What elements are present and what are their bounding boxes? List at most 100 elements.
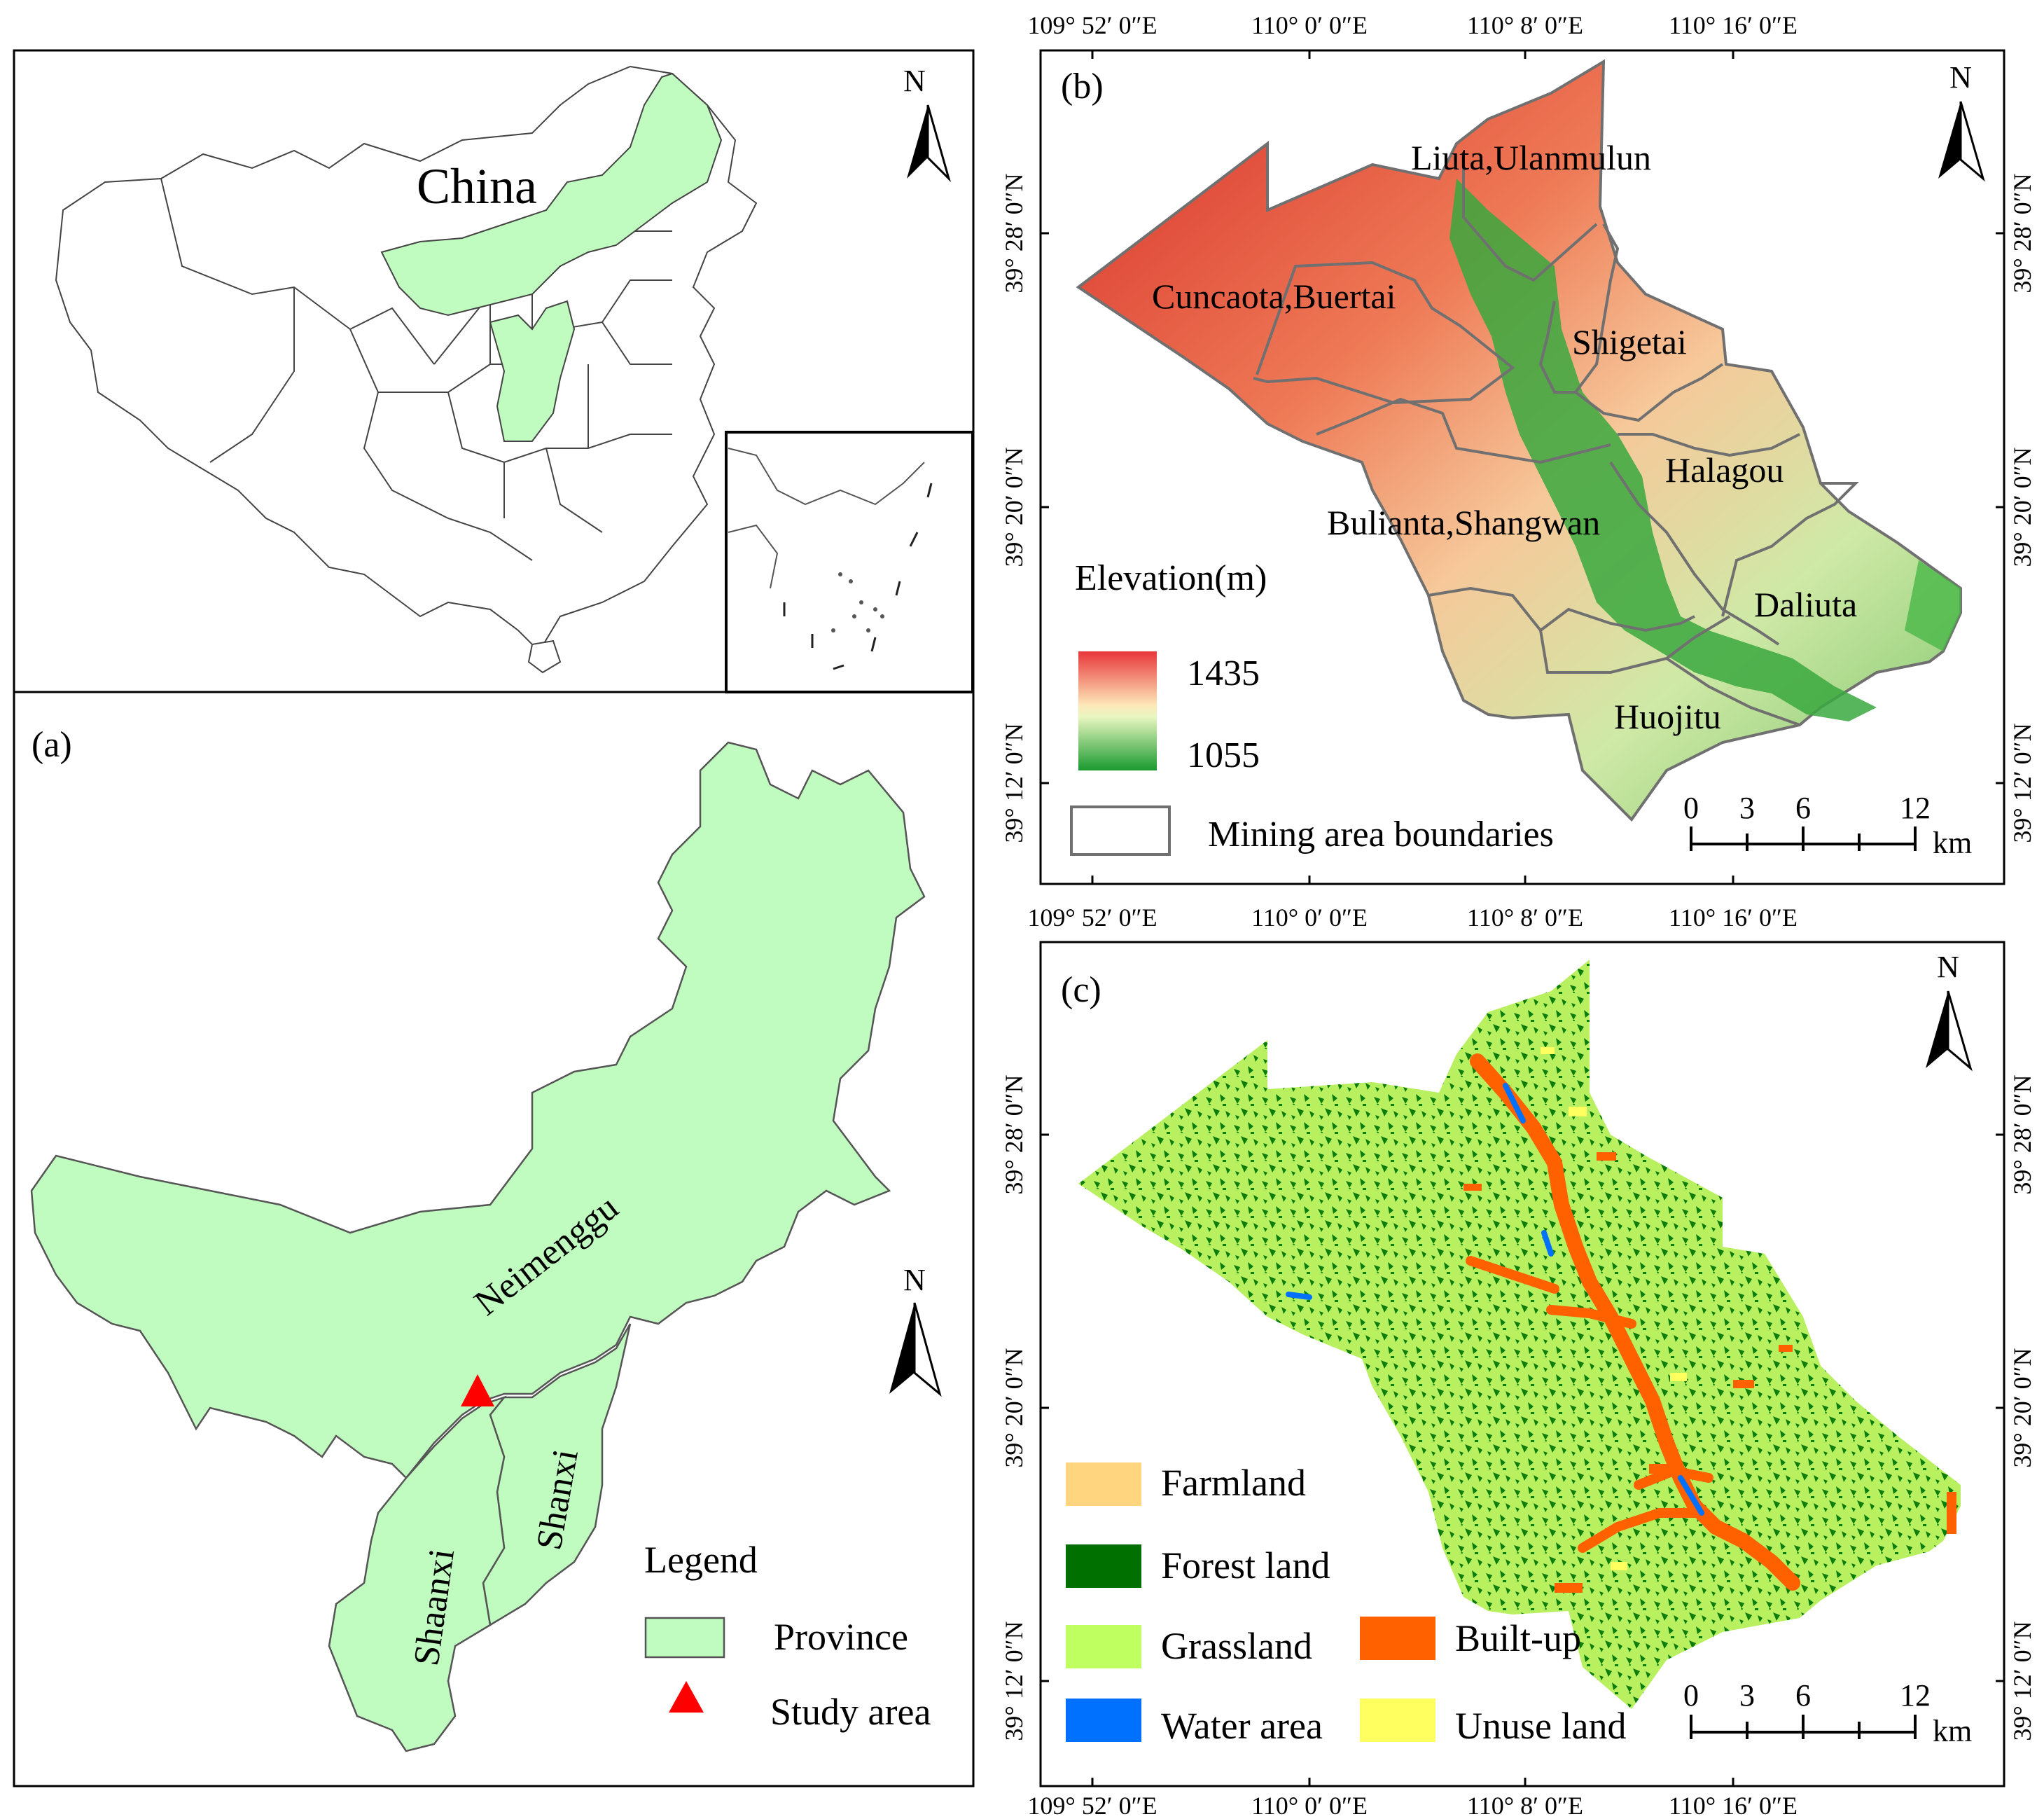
b-top-lon-1: 110° 0′ 0″E (1251, 11, 1368, 39)
lulc-unuse-patches (1541, 1047, 1687, 1570)
neimenggu-province (30, 741, 926, 1479)
panel-a-frame (13, 49, 975, 1787)
svg-text:N: N (903, 1263, 926, 1297)
b-left-lat-1: 39° 20′ 0″N (1000, 447, 1028, 567)
svg-text:3: 3 (1739, 1678, 1755, 1713)
north-arrow-c: N (1926, 950, 1973, 1072)
svg-text:km: km (1933, 826, 1972, 860)
b-top-lon-2: 110° 8′ 0″E (1467, 11, 1583, 39)
c-bottom-lon-2: 110° 8′ 0″E (1467, 1792, 1583, 1819)
province-map (30, 741, 926, 1752)
legend-province-swatch (644, 1617, 725, 1659)
c-bottom-lon-3: 110° 16′ 0″E (1669, 1792, 1798, 1819)
b-right-lat-0: 39° 28′ 0″N (2008, 173, 2036, 293)
legend-unuse-label: Unuse land (1455, 1705, 1626, 1747)
panel-a-label: (a) (32, 725, 72, 765)
b-left-lat-0: 39° 28′ 0″N (1000, 173, 1028, 293)
b-bottom-lon-2: 110° 8′ 0″E (1467, 904, 1583, 932)
lulc-water-channel (1286, 1083, 1704, 1516)
panel-b: 109° 52′ 0″E 110° 0′ 0″E 110° 8′ 0″E 110… (1000, 11, 2036, 932)
dem-study-area (1076, 59, 1962, 822)
panel-a: China N (a) Neimenggu Shanxi Shaanxi N L… (13, 49, 975, 1787)
panel-b-label: (b) (1061, 67, 1104, 106)
dem-boundaries (1253, 161, 1859, 726)
legend-unuse-swatch (1360, 1699, 1435, 1742)
b-scale-bar: 0 3 6 12 km (1683, 791, 1972, 860)
lulc-built-up-patches (1464, 1152, 1956, 1593)
legend-study-area-label: Study area (770, 1691, 931, 1733)
svg-text:N: N (903, 64, 926, 98)
legend-water-swatch (1066, 1699, 1141, 1742)
legend-a-title: Legend (644, 1539, 758, 1581)
legend-grassland-label: Grassland (1161, 1625, 1312, 1667)
c-left-lat-2: 39° 12′ 0″N (1000, 1621, 1028, 1741)
b-right-lat-1: 39° 20′ 0″N (2008, 447, 2036, 567)
study-area-marker (461, 1374, 494, 1406)
b-elevation-max: 1435 (1187, 653, 1260, 693)
c-bottom-lon-1: 110° 0′ 0″E (1251, 1792, 1368, 1819)
b-label-bulianta: Bulianta,Shangwan (1327, 503, 1600, 542)
north-arrow-b: N (1938, 60, 1985, 182)
svg-text:12: 12 (1900, 1678, 1931, 1713)
svg-text:N: N (1949, 60, 1972, 95)
svg-text:N: N (1937, 950, 1959, 984)
svg-text:0: 0 (1683, 791, 1699, 825)
c-scale-bar: 0 3 6 12 km (1683, 1678, 1972, 1748)
svg-text:6: 6 (1795, 1678, 1811, 1713)
b-label-daliuta: Daliuta (1754, 585, 1857, 624)
b-top-lon-3: 110° 16′ 0″E (1669, 11, 1798, 39)
b-label-halagou: Halagou (1665, 450, 1784, 490)
svg-text:12: 12 (1900, 791, 1931, 825)
b-label-cuncaota: Cuncaota,Buertai (1152, 277, 1396, 316)
dem-river-valley (1449, 179, 1877, 721)
legend-forest-label: Forest land (1161, 1544, 1330, 1586)
b-label-huojitu: Huojitu (1614, 697, 1721, 736)
b-label-liuta: Liuta,Ulanmulun (1411, 138, 1651, 177)
china-title: China (417, 158, 537, 214)
b-elevation-title: Elevation(m) (1075, 558, 1267, 598)
south-china-sea-inset (725, 431, 974, 693)
legend-builtup-label: Built-up (1455, 1617, 1581, 1659)
c-bottom-lon-0: 109° 52′ 0″E (1027, 1792, 1157, 1819)
lulc-study-area (1078, 960, 1961, 1709)
b-elevation-ramp (1078, 651, 1157, 770)
legend-builtup-swatch (1360, 1617, 1435, 1660)
hainan-island (527, 639, 562, 674)
legend-water-label: Water area (1161, 1705, 1323, 1747)
b-bottom-lon-1: 110° 0′ 0″E (1251, 904, 1368, 932)
c-right-lat-0: 39° 28′ 0″N (2008, 1074, 2036, 1194)
legend-forest-swatch (1066, 1544, 1141, 1588)
north-arrow-a-lower: N (889, 1263, 942, 1397)
panel-c-label: (c) (1061, 970, 1101, 1010)
legend-a: Legend Province Study area (644, 1539, 931, 1733)
svg-text:3: 3 (1739, 791, 1755, 825)
b-bottom-lon-0: 109° 52′ 0″E (1027, 904, 1157, 932)
c-right-lat-2: 39° 12′ 0″N (2008, 1621, 2036, 1741)
legend-province-label: Province (774, 1616, 908, 1658)
svg-text:6: 6 (1795, 791, 1811, 825)
panel-c: 39° 28′ 0″N 39° 20′ 0″N 39° 12′ 0″N 39° … (1000, 941, 2036, 1819)
legend-study-area-swatch (669, 1681, 704, 1713)
b-right-lat-2: 39° 12′ 0″N (2008, 723, 2036, 843)
b-top-lon-0: 109° 52′ 0″E (1027, 11, 1157, 39)
legend-farmland-label: Farmland (1161, 1462, 1306, 1504)
b-left-lat-2: 39° 12′ 0″N (1000, 723, 1028, 843)
svg-text:km: km (1933, 1714, 1972, 1748)
b-boundary-swatch (1070, 805, 1171, 856)
china-highlight-shaanxi-shanxi (489, 300, 576, 442)
c-right-lat-1: 39° 20′ 0″N (2008, 1348, 2036, 1467)
c-left-lat-1: 39° 20′ 0″N (1000, 1348, 1028, 1467)
shaanxi-province (328, 1395, 507, 1752)
legend-grassland-swatch (1066, 1625, 1141, 1668)
c-left-lat-0: 39° 28′ 0″N (1000, 1074, 1028, 1194)
b-label-shigetai: Shigetai (1572, 322, 1687, 361)
b-boundary-label: Mining area boundaries (1208, 815, 1554, 855)
lulc-built-up-corridor (1470, 1053, 1800, 1591)
svg-text:0: 0 (1683, 1678, 1699, 1713)
b-elevation-min: 1055 (1187, 735, 1260, 775)
dem-daliuta-valley (1905, 560, 1961, 651)
north-arrow-a-top: N (903, 64, 952, 183)
china-highlight-neimenggu (380, 72, 723, 317)
legend-farmland-swatch (1066, 1462, 1141, 1506)
